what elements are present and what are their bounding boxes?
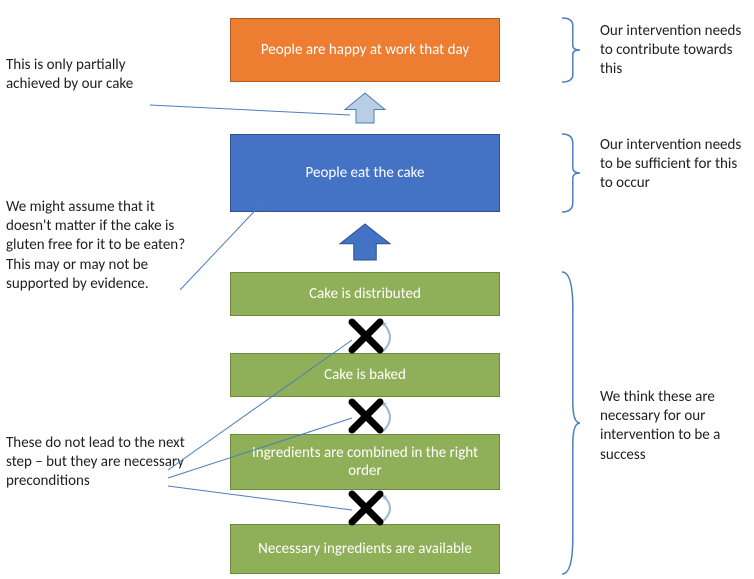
note-contribute: Our intervention needs to contribute tow…: [600, 22, 750, 80]
note-partial: This is only partially achieved by our c…: [6, 56, 166, 94]
note-gluten: We might assume that it doesn't matter i…: [6, 198, 186, 294]
box-happy: People are happy at work that day: [230, 18, 500, 82]
box-eat-cake: People eat the cake: [230, 134, 500, 212]
box-combined: Ingredients are combined in the right or…: [230, 434, 500, 490]
box-distributed: Cake is distributed: [230, 272, 500, 316]
box-available: Necessary ingredients are available: [230, 524, 500, 574]
note-necessary: We think these are necessary for our int…: [600, 388, 750, 465]
note-sufficient: Our intervention needs to be sufficient …: [600, 136, 750, 194]
note-preconditions: These do not lead to the next step – but…: [6, 434, 186, 492]
box-baked: Cake is baked: [230, 353, 500, 397]
